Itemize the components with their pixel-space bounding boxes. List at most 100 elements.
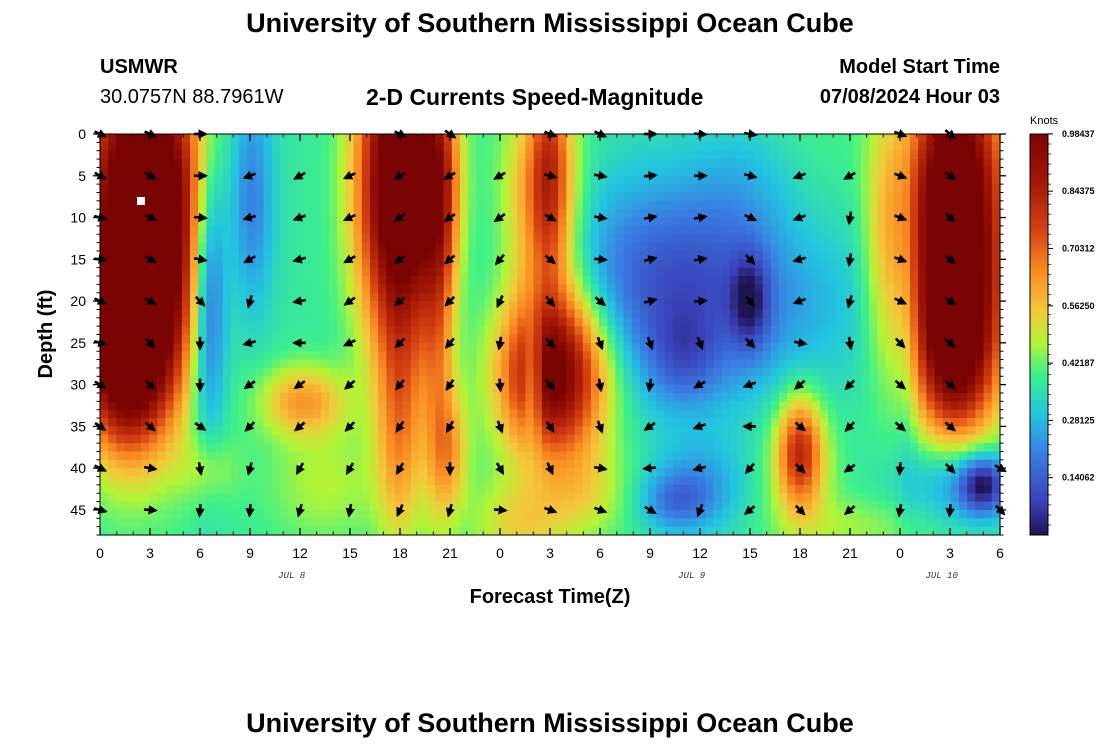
heatmap-cell [615, 476, 625, 486]
heatmap-cell [640, 376, 649, 386]
heatmap-cell [320, 250, 330, 260]
heatmap-cell [599, 142, 608, 152]
heatmap-cell [558, 484, 567, 494]
heatmap-cell [754, 409, 764, 419]
heatmap-cell [574, 468, 584, 478]
heatmap-cell [820, 434, 829, 444]
heatmap-cell [877, 150, 887, 160]
heatmap-cell [795, 159, 805, 169]
heatmap-cell [304, 167, 314, 177]
heatmap-cell [165, 284, 175, 294]
heatmap-cell [705, 209, 715, 219]
heatmap-cell [206, 526, 216, 536]
heatmap-cell [468, 493, 477, 503]
heatmap-cell [108, 150, 117, 160]
heatmap-cell [566, 418, 576, 427]
heatmap-cell [582, 392, 592, 402]
heatmap-cell [828, 175, 837, 185]
heatmap-cell [901, 317, 911, 327]
heatmap-cell [574, 434, 584, 444]
heatmap-cell [280, 276, 289, 285]
heatmap-cell [263, 309, 273, 319]
heatmap-cell [402, 134, 412, 143]
heatmap-cell [689, 392, 698, 402]
heatmap-cell [787, 501, 797, 511]
heatmap-cell [304, 434, 314, 444]
heatmap-cell [574, 250, 584, 260]
heatmap-cell [361, 484, 371, 494]
heatmap-cell [345, 401, 355, 411]
heatmap-cell [934, 217, 944, 227]
heatmap-cell [230, 276, 240, 285]
heatmap-cell [942, 242, 952, 252]
heatmap-cell [140, 192, 150, 202]
heatmap-cell [140, 326, 150, 336]
heatmap-cell [918, 159, 927, 169]
heatmap-cell [132, 376, 142, 386]
heatmap-cell [852, 334, 862, 344]
heatmap-cell [574, 184, 584, 194]
heatmap-cell [713, 342, 723, 352]
heatmap-cell [345, 434, 355, 444]
heatmap-cell [288, 376, 297, 386]
heatmap-cell [149, 309, 158, 319]
heatmap-cell [394, 309, 404, 319]
heatmap-cell [550, 276, 559, 285]
heatmap-cell [124, 443, 134, 453]
heatmap-cell [304, 184, 314, 194]
heatmap-cell [942, 309, 952, 319]
heatmap-cell [353, 250, 363, 260]
heatmap-cell [100, 451, 109, 461]
heatmap-cell [230, 159, 240, 169]
heatmap-cell [451, 418, 461, 427]
heatmap-cell [460, 476, 469, 486]
heatmap-cell [582, 451, 592, 461]
heatmap-cell [582, 184, 592, 194]
heatmap-cell [721, 276, 731, 285]
heatmap-cell [640, 175, 649, 185]
heatmap-cell [124, 384, 134, 394]
heatmap-cell [312, 184, 322, 194]
heatmap-cell [918, 317, 927, 327]
heatmap-cell [410, 292, 420, 302]
heatmap-cell [124, 167, 134, 177]
heatmap-cell [165, 301, 175, 311]
heatmap-cell [157, 468, 167, 478]
heatmap-cell [427, 200, 437, 210]
heatmap-cell [689, 493, 698, 503]
heatmap-cell [108, 426, 117, 436]
heatmap-cell [230, 518, 240, 528]
heatmap-cell [779, 359, 788, 369]
heatmap-cell [869, 359, 878, 369]
heatmap-cell [721, 292, 731, 302]
heatmap-cell [386, 376, 396, 386]
heatmap-cell [410, 334, 420, 344]
heatmap-cell [517, 351, 527, 361]
heatmap-cell [435, 259, 445, 269]
heatmap-cell [320, 468, 330, 478]
heatmap-cell [770, 443, 780, 453]
heatmap-cell [108, 392, 117, 402]
heatmap-cell [312, 217, 322, 227]
heatmap-cell [803, 267, 813, 277]
heatmap-cell [656, 134, 666, 143]
heatmap-cell [271, 276, 281, 285]
heatmap-cell [320, 301, 330, 311]
heatmap-cell [754, 526, 764, 536]
heatmap-cell [345, 326, 355, 336]
heatmap-cell [877, 242, 887, 252]
heatmap-cell [918, 376, 927, 386]
heatmap-cell [558, 376, 567, 386]
heatmap-cell [222, 518, 232, 528]
heatmap-cell [468, 234, 477, 244]
heatmap-cell [623, 225, 633, 235]
heatmap-cell [689, 426, 698, 436]
heatmap-cell [910, 284, 919, 294]
heatmap-cell [132, 326, 142, 336]
heatmap-cell [558, 276, 567, 285]
heatmap-cell [320, 284, 330, 294]
heatmap-cell [631, 134, 641, 143]
heatmap-cell [214, 351, 224, 361]
heatmap-cell [214, 509, 224, 519]
heatmap-cell [558, 184, 567, 194]
